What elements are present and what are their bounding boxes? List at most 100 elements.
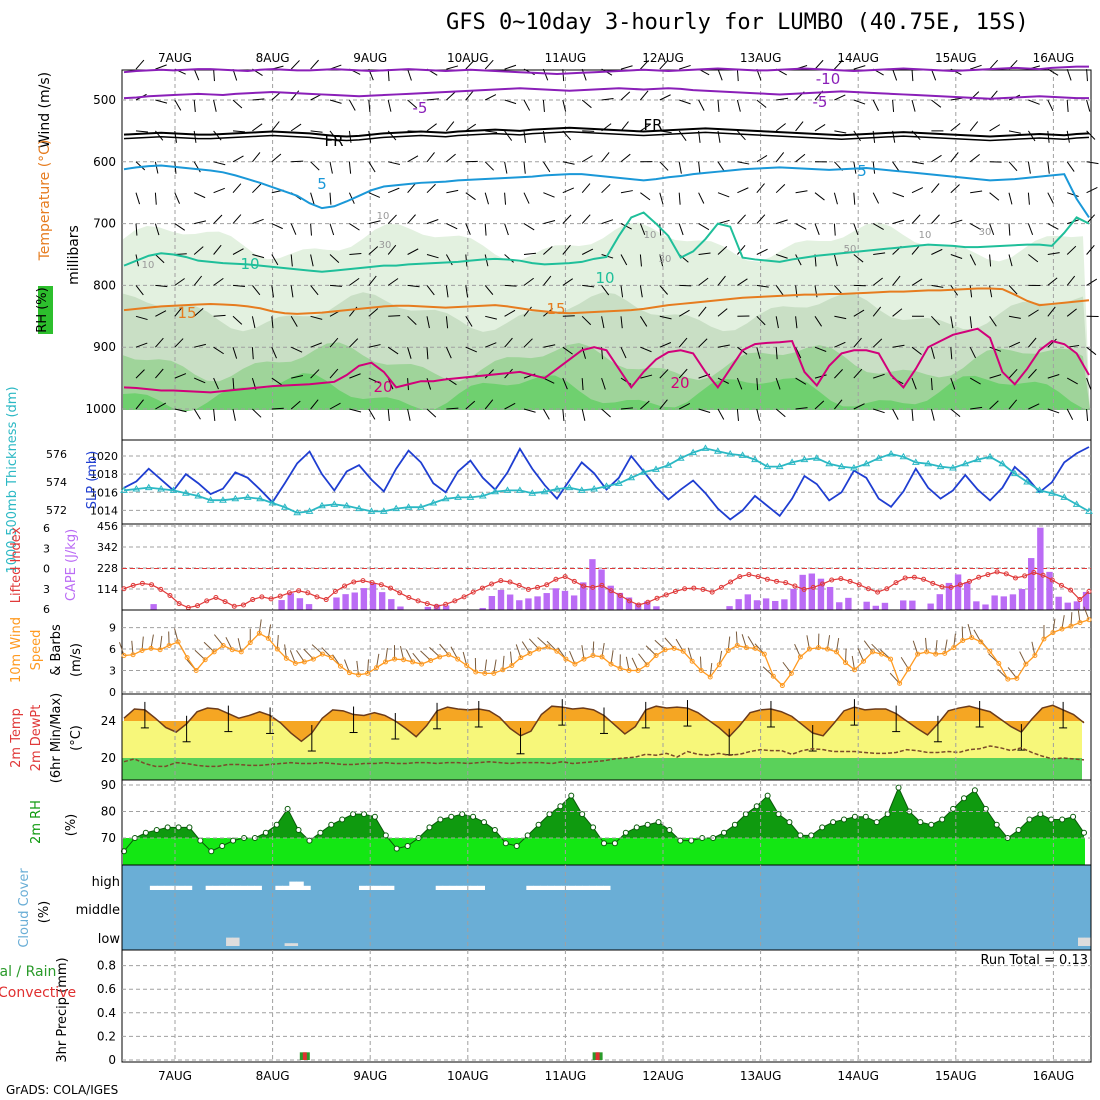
wind10m-marker bbox=[590, 652, 596, 658]
thickness-marker bbox=[342, 501, 351, 509]
thickness-marker bbox=[1072, 500, 1081, 507]
wind-barb bbox=[814, 124, 826, 132]
thickness-marker bbox=[911, 458, 920, 465]
wind-barb bbox=[252, 408, 262, 418]
wind-barb bbox=[329, 223, 335, 236]
li-marker bbox=[626, 598, 632, 604]
cloud-cell-high bbox=[540, 885, 548, 890]
li-marker bbox=[792, 583, 798, 589]
wind-barb bbox=[873, 408, 885, 414]
li-marker bbox=[1003, 571, 1009, 577]
wind-barb bbox=[989, 285, 993, 298]
wind-barb bbox=[581, 408, 586, 421]
wind-barb bbox=[892, 344, 905, 348]
li-marker bbox=[452, 598, 458, 604]
wind10m-marker bbox=[689, 658, 695, 664]
li-marker bbox=[1022, 573, 1028, 579]
wind-barb bbox=[892, 99, 895, 113]
wind-barb bbox=[310, 93, 322, 101]
cape-bar bbox=[296, 598, 304, 610]
cape-bar bbox=[845, 597, 852, 610]
rh-marker bbox=[590, 824, 597, 831]
li-tick-label: 3 bbox=[43, 542, 50, 555]
wind-barb bbox=[1008, 399, 1018, 410]
wind-barb bbox=[717, 192, 730, 198]
li-marker bbox=[130, 582, 136, 588]
wind-barb bbox=[989, 254, 992, 267]
thickness-marker bbox=[367, 507, 376, 514]
date-label-bottom: 13AUG bbox=[740, 1069, 782, 1083]
thickness-marker bbox=[800, 455, 809, 463]
wind-barb bbox=[698, 408, 711, 413]
wind-barb bbox=[756, 378, 759, 391]
thickness-marker bbox=[639, 468, 648, 475]
wind-barb bbox=[407, 347, 412, 359]
cape-bar bbox=[1037, 527, 1044, 610]
wind-barb bbox=[659, 161, 669, 171]
thickness-marker bbox=[256, 494, 264, 502]
wind-barb bbox=[135, 399, 144, 410]
wind-barb bbox=[465, 90, 474, 101]
li-marker bbox=[277, 593, 283, 599]
wind-barb bbox=[775, 377, 781, 390]
wind-barb bbox=[1047, 306, 1056, 317]
wind-barb bbox=[135, 161, 146, 171]
isotherm-label-15: 15 bbox=[177, 304, 196, 322]
slp-tick-label: 1014 bbox=[90, 504, 118, 517]
wind-barb bbox=[717, 344, 730, 348]
cape-bar bbox=[936, 594, 943, 610]
li-marker bbox=[764, 576, 770, 582]
wind-barb bbox=[659, 399, 668, 410]
rh-marker bbox=[862, 813, 869, 820]
li-marker bbox=[544, 582, 550, 588]
thickness-marker bbox=[949, 464, 957, 471]
rh-marker bbox=[819, 824, 826, 831]
wind-barb bbox=[504, 130, 513, 141]
ylabel-2m-temp: 2m Temp bbox=[9, 708, 24, 768]
rh-marker bbox=[1037, 811, 1044, 818]
li-marker bbox=[783, 580, 789, 586]
cape-bar bbox=[872, 605, 880, 610]
wind-barb bbox=[174, 99, 182, 111]
wind10m-marker bbox=[410, 659, 416, 665]
cloud-cell-high bbox=[435, 885, 444, 890]
wind-barb bbox=[930, 68, 937, 81]
cloud-cell-high bbox=[275, 885, 283, 890]
wind-barb bbox=[465, 223, 471, 235]
wind-barb bbox=[834, 285, 843, 295]
wind-barb bbox=[193, 408, 201, 420]
wind10m-marker bbox=[1014, 675, 1020, 681]
li-marker bbox=[700, 586, 706, 592]
li-marker bbox=[682, 586, 688, 592]
wind10m-marker bbox=[545, 644, 551, 650]
thickness-marker bbox=[1010, 469, 1019, 477]
cape-bar bbox=[388, 599, 395, 610]
wind-barb bbox=[795, 153, 806, 163]
li-marker bbox=[571, 578, 577, 584]
cloud-cell-high bbox=[589, 885, 597, 890]
wind-barb bbox=[1047, 223, 1059, 230]
isotherm-label-10: 10 bbox=[595, 269, 614, 287]
cape-bar bbox=[744, 594, 752, 610]
wind-barb bbox=[620, 316, 623, 329]
li-marker bbox=[581, 583, 587, 589]
wind-barb bbox=[329, 99, 342, 104]
wind-barb bbox=[1028, 403, 1040, 410]
li-marker bbox=[296, 588, 302, 594]
wind-barb bbox=[543, 246, 553, 255]
cloud-cell-high bbox=[149, 885, 158, 890]
thickness-marker bbox=[763, 462, 772, 470]
wind-barb bbox=[892, 275, 901, 286]
wind-barb bbox=[291, 375, 304, 379]
li-marker bbox=[516, 582, 522, 588]
wind-barb bbox=[194, 343, 206, 348]
wind-barb bbox=[717, 245, 728, 255]
cape-bar bbox=[991, 595, 998, 610]
date-label-bottom: 11AUG bbox=[545, 1069, 587, 1083]
cape-bar bbox=[982, 604, 989, 610]
rh-marker bbox=[208, 848, 215, 855]
wind-barb bbox=[814, 374, 827, 379]
wind-barb bbox=[989, 374, 1002, 379]
rh-marker bbox=[731, 821, 738, 828]
wind-barb bbox=[872, 223, 884, 230]
